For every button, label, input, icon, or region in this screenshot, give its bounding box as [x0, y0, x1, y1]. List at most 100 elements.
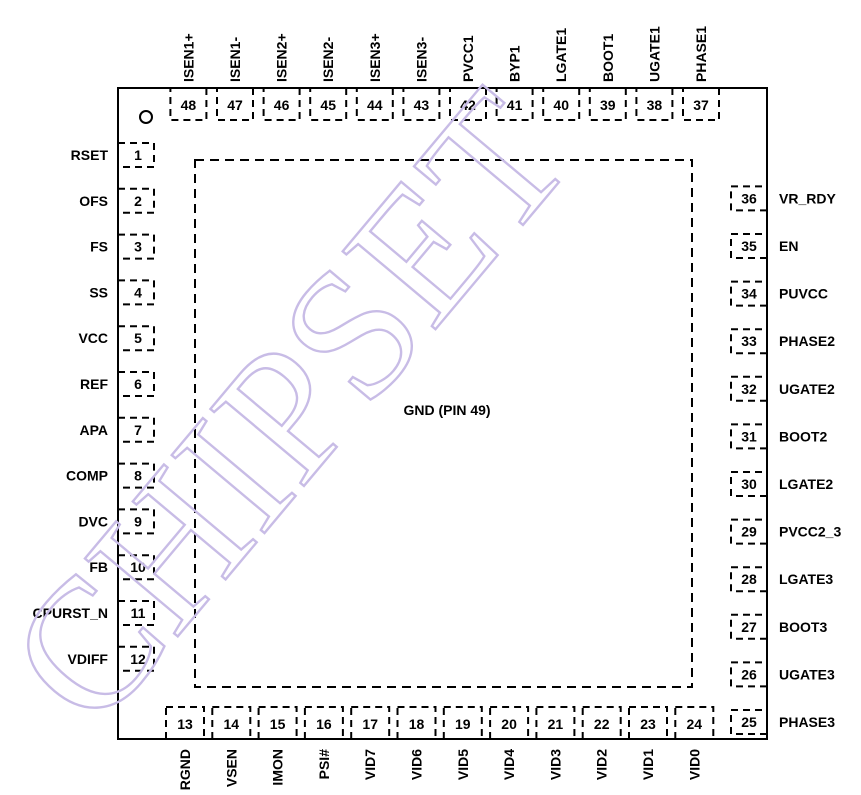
pin-20-pad	[489, 706, 530, 740]
pin-9-label: DVC	[78, 513, 108, 529]
pin-44-number: 44	[367, 97, 383, 113]
pin-8-number: 8	[134, 468, 142, 484]
pin-16-number: 16	[316, 716, 332, 732]
pin-42-pad	[449, 87, 487, 121]
pin-9-pad	[117, 508, 155, 535]
pin-29-label: PVCC2_3	[779, 524, 841, 540]
pin-39-label: BOOT1	[600, 34, 616, 82]
pin-31-number: 31	[741, 428, 757, 444]
pin-24-label: VID0	[686, 749, 702, 780]
pin-45-label: ISEN2-	[320, 37, 336, 82]
pin-36-label: VR_RDY	[779, 190, 836, 206]
pin-1-pad	[117, 142, 155, 168]
pin-25-number: 25	[741, 714, 757, 730]
pin-11-pad	[117, 600, 155, 626]
pin-4-pad	[117, 279, 155, 306]
pin-15-label: IMON	[270, 749, 286, 786]
pin-26-pad	[730, 661, 768, 688]
pin-47-pad	[216, 87, 254, 121]
pin-43-label: ISEN3-	[413, 37, 429, 82]
pin-23-number: 23	[640, 716, 656, 732]
pin-20-number: 20	[501, 716, 517, 732]
pin-25-label: PHASE3	[779, 714, 835, 730]
pin-7-label: APA	[79, 422, 108, 438]
pin-15-number: 15	[270, 716, 286, 732]
pin-6-number: 6	[134, 376, 142, 392]
pin-12-label: VDIFF	[68, 651, 109, 667]
pin-41-number: 41	[507, 97, 523, 113]
pin-5-pad	[117, 325, 155, 352]
pin-13-number: 13	[177, 716, 193, 732]
pin-16-label: PSI#	[316, 749, 332, 780]
pin-40-label: LGATE1	[553, 28, 569, 82]
pin-7-pad	[117, 416, 155, 443]
pin-35-number: 35	[741, 238, 757, 254]
pin-30-pad	[730, 471, 768, 497]
pin-1-number: 1	[134, 147, 142, 163]
pin-22-label: VID2	[594, 749, 610, 780]
pin-27-pad	[730, 613, 768, 640]
pin-11-number: 11	[131, 605, 146, 621]
pin-27-number: 27	[741, 619, 757, 635]
pin-32-label: UGATE2	[779, 381, 835, 397]
pin-6-pad	[117, 371, 155, 397]
pin-32-pad	[730, 375, 768, 402]
pin-42-number: 42	[460, 97, 476, 113]
pin-33-number: 33	[741, 333, 757, 349]
pin-44-label: ISEN3+	[367, 33, 383, 82]
pin-24-number: 24	[687, 716, 703, 732]
pin-2-pad	[117, 187, 155, 214]
pin-43-pad	[402, 87, 441, 121]
pin-46-pad	[262, 87, 301, 121]
pin-31-pad	[730, 423, 768, 450]
pin-5-number: 5	[134, 330, 142, 346]
pin-22-pad	[581, 706, 622, 740]
pin-41-pad	[495, 87, 534, 121]
pin-44-pad	[355, 87, 394, 121]
pin-35-pad	[730, 233, 768, 259]
pin-40-pad	[542, 87, 581, 121]
pin-37-number: 37	[693, 97, 709, 113]
pin-45-number: 45	[320, 97, 336, 113]
pin-7-number: 7	[134, 422, 142, 438]
pin-37-label: PHASE1	[693, 26, 709, 82]
pin-34-number: 34	[741, 286, 757, 302]
pin-2-label: OFS	[79, 193, 108, 209]
pin-30-number: 30	[741, 476, 757, 492]
pin-33-pad	[730, 328, 768, 355]
pin-38-label: UGATE1	[646, 26, 662, 82]
pin-12-number: 12	[130, 651, 146, 667]
pin-15-pad	[257, 706, 298, 740]
pin-47-number: 47	[227, 97, 243, 113]
pin-19-label: VID5	[455, 749, 471, 780]
pin-42-label: PVCC1	[460, 35, 476, 82]
pin-26-label: UGATE3	[779, 666, 835, 682]
pin-17-number: 17	[362, 716, 378, 732]
pin-28-label: LGATE3	[779, 571, 833, 587]
pin-43-number: 43	[414, 97, 430, 113]
pin-21-pad	[535, 706, 576, 740]
pin-34-pad	[730, 280, 768, 307]
pin-14-pad	[211, 706, 252, 740]
pin-34-label: PUVCC	[779, 286, 828, 302]
pin-12-pad	[117, 645, 155, 672]
pin-48-pad	[169, 87, 208, 121]
pin-8-label: COMP	[66, 468, 108, 484]
pin-48-label: ISEN1+	[180, 33, 196, 82]
pin-4-number: 4	[134, 284, 142, 300]
pin-38-number: 38	[647, 97, 663, 113]
pin-39-pad	[588, 87, 627, 121]
pin-30-label: LGATE2	[779, 476, 833, 492]
pin-13-pad	[165, 706, 205, 740]
pin-9-number: 9	[134, 513, 142, 529]
pin-13-label: RGND	[177, 749, 193, 790]
pin-32-number: 32	[741, 381, 757, 397]
pin-4-label: SS	[89, 284, 108, 300]
pin-47-label: ISEN1-	[227, 37, 243, 82]
pin-17-label: VID7	[362, 749, 378, 780]
pin-18-label: VID6	[409, 749, 425, 780]
pin-3-label: FS	[90, 239, 108, 255]
pin-11-label: CPURST_N	[33, 605, 108, 621]
pin-19-number: 19	[455, 716, 471, 732]
